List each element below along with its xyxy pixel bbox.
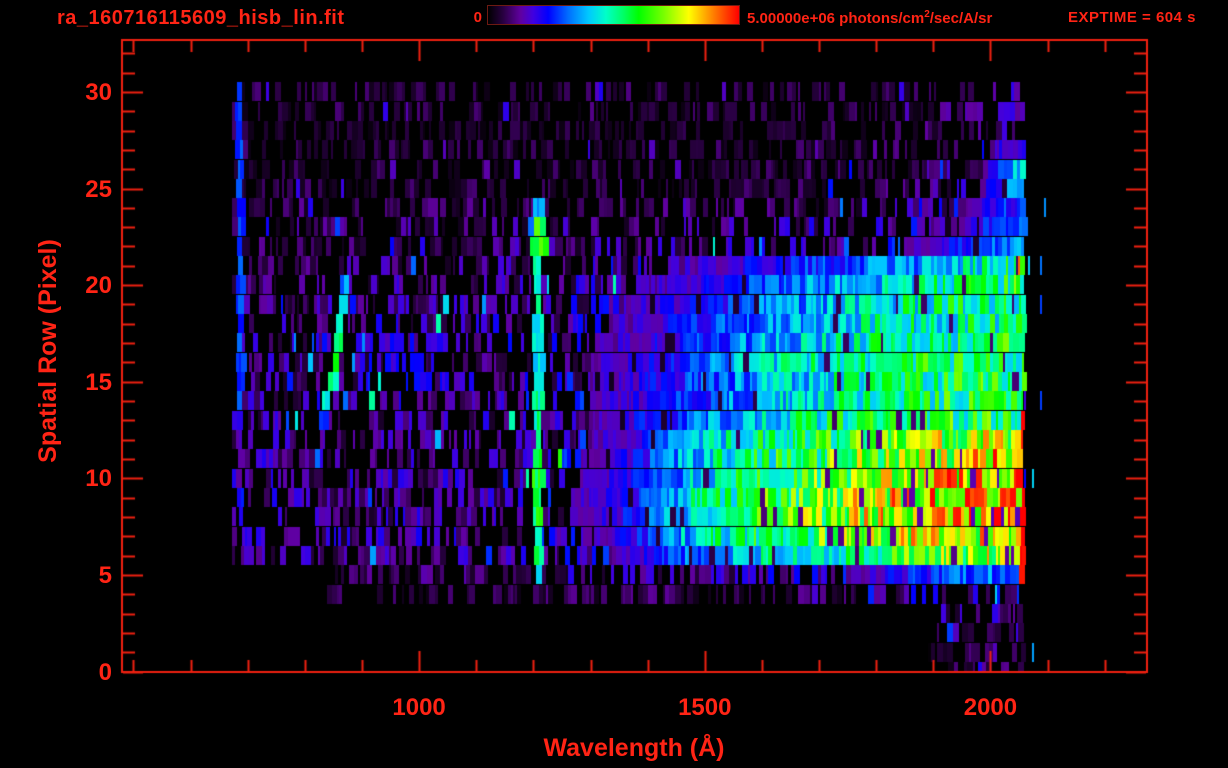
x-tick-label: 2000 [963,694,1018,721]
x-tick-label: 1000 [392,694,446,721]
y-tick-label: 10 [85,465,112,493]
x-tick-label: 1500 [678,694,732,721]
colorbar-min-label: 0 [473,9,482,26]
superscript-2: 2 [924,9,930,20]
colorbar-max-label-suffix: /sec/A/sr [929,10,993,27]
y-tick-label: 5 [98,561,112,589]
y-tick-label: 20 [85,272,112,300]
y-tick-label: 25 [85,175,112,203]
exptime-label: EXPTIME = 604 s [1068,9,1196,26]
x-axis-label: Wavelength (Å) [543,734,725,762]
y-axis-label-wrap: Spatial Row (Pixel) [34,211,62,491]
y-tick-label: 30 [85,78,112,106]
y-tick-label: 15 [85,368,112,396]
file-title: ra_160716115609_hisb_lin.fit [57,7,345,29]
y-tick-label: 0 [98,658,112,686]
colorbar-max-label-prefix: 5.00000e+06 photons/cm [747,10,925,27]
colorbar [487,5,740,25]
colorbar-max-label: 5.00000e+06 photons/cm2/sec/A/sr [747,9,992,27]
